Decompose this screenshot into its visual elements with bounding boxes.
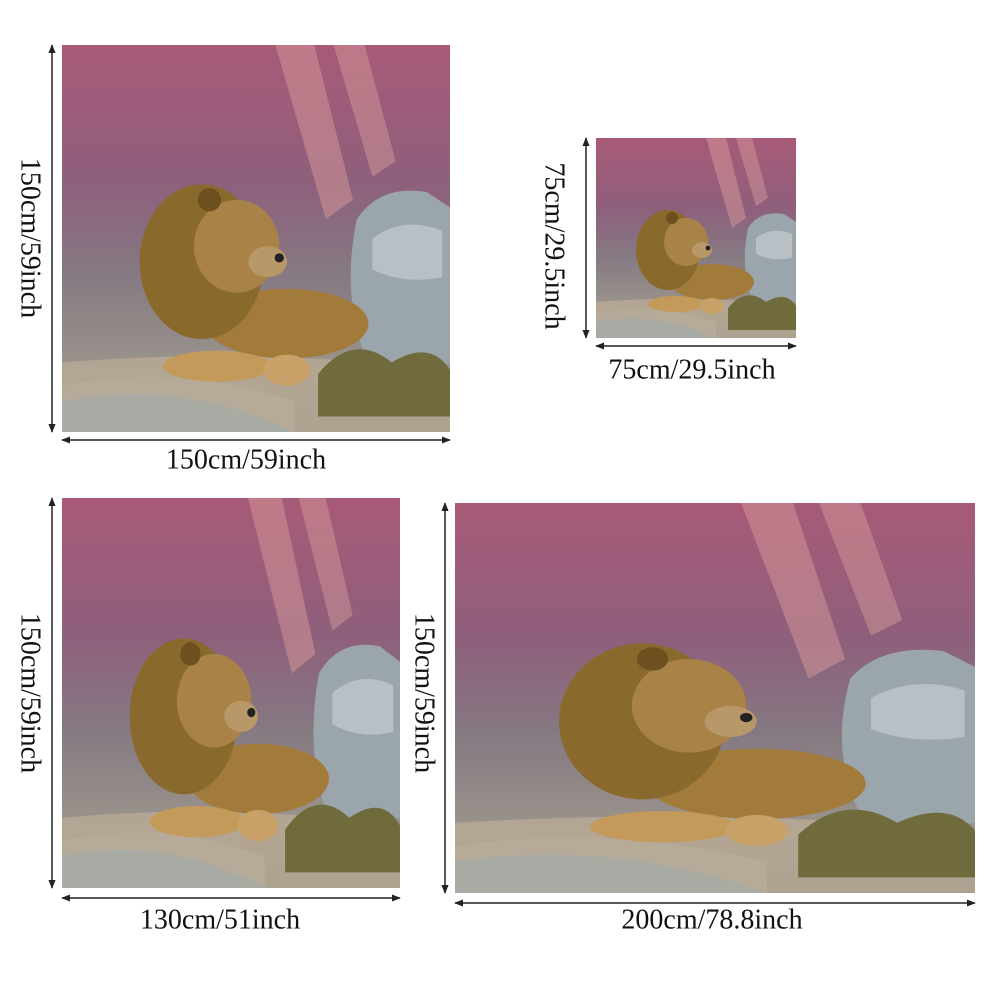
height-label: 150cm/59inch xyxy=(409,613,440,773)
height-label: 150cm/59inch xyxy=(15,158,46,318)
width-label: 130cm/51inch xyxy=(140,904,300,935)
width-label: 200cm/78.8inch xyxy=(621,904,802,935)
width-label: 75cm/29.5inch xyxy=(608,354,775,385)
tapestry-image xyxy=(62,45,450,432)
tapestry-image xyxy=(596,138,796,338)
tapestry-image xyxy=(62,498,400,888)
height-label: 150cm/59inch xyxy=(15,613,46,773)
width-label: 150cm/59inch xyxy=(166,444,326,475)
height-label: 75cm/29.5inch xyxy=(539,162,570,329)
tapestry-image xyxy=(455,503,975,893)
